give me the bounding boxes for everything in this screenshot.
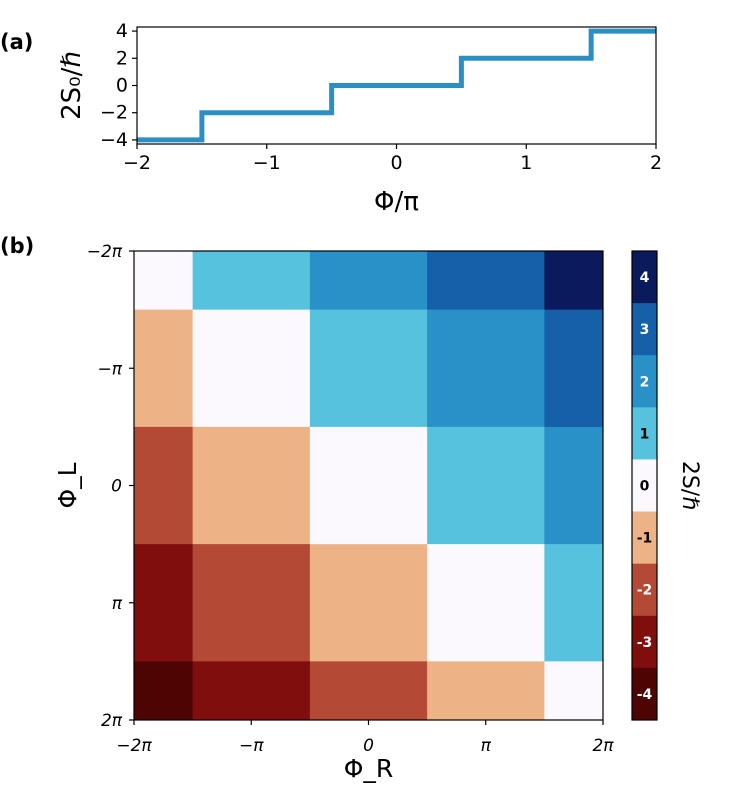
y-axis-label: Φ_L [53, 462, 82, 508]
colorbar-tick-label: -2 [637, 583, 653, 599]
panel-label-a: (a) [0, 30, 34, 54]
heatmap-cell [427, 426, 545, 545]
y-tick-label: 2π [101, 711, 123, 731]
heatmap-cell [309, 251, 428, 311]
x-tick-label: 2π [592, 736, 614, 756]
x-tick-label: 2 [650, 152, 662, 174]
x-tick-label: π [481, 736, 492, 756]
colorbar-frame [631, 250, 658, 721]
heatmap-cell [544, 661, 604, 721]
x-tick-label: 1 [520, 152, 532, 174]
colorbar-segment [632, 511, 657, 565]
colorbar-tick-label: 2 [640, 374, 650, 390]
heatmap-cell [427, 544, 545, 662]
y-tick-label: 0 [116, 75, 128, 97]
colorbar-segment [632, 407, 657, 460]
colorbar-tick-label: -1 [637, 531, 653, 547]
colorbar: 4 3 2 1 0 -1 -2 -3 -4 2S/ℏ [631, 250, 702, 721]
x-tick-label: 0 [363, 736, 374, 756]
colorbar-tick-label: 0 [640, 479, 650, 495]
heatmap-cell [309, 661, 428, 721]
heatmap-cell [192, 544, 311, 662]
panel-label-b: (b) [0, 234, 35, 258]
x-tick-label: −2π [116, 736, 152, 756]
colorbar-segment [632, 459, 657, 512]
x-axis-label: Φ_R [344, 754, 394, 783]
colorbar-segment [632, 303, 657, 356]
series-line-0 [137, 28, 656, 143]
y-tick-label: −4 [100, 129, 128, 151]
colorbar-segment [632, 667, 657, 721]
heatmap-cell [544, 251, 604, 311]
x-axis-label: Φ/π [374, 187, 419, 217]
x-tick-label: −2 [123, 152, 151, 174]
y-axis-label: 2S₀/ℏ [57, 51, 87, 120]
heatmap-cell [192, 426, 311, 545]
colorbar-segment [632, 615, 657, 669]
colorbar-tick-label: -4 [637, 687, 653, 703]
x-tick-label: −1 [253, 152, 281, 174]
y-tick-label: −π [98, 359, 123, 379]
y-tick-label: π [112, 594, 123, 614]
y-tick-label: 2 [116, 47, 128, 69]
heatmap-cell [427, 251, 545, 311]
heatmap-cell [544, 426, 604, 545]
colorbar-segment [632, 251, 657, 304]
heatmap-cell [134, 251, 194, 311]
heatmap-cell [134, 661, 194, 721]
y-tick-label: 0 [111, 477, 122, 497]
colorbar-segment [632, 355, 657, 408]
y-tick-label: 4 [116, 20, 128, 42]
heatmap-cell [309, 309, 428, 428]
colorbar-tick-label: 3 [640, 322, 650, 338]
colorbar-segment [632, 563, 657, 617]
heatmap-cell [544, 544, 604, 662]
heatmap-cell [192, 309, 311, 428]
heatmap-cell [192, 251, 311, 311]
colorbar-tick-label: 4 [640, 270, 650, 286]
x-tick-label: −π [239, 736, 264, 756]
colorbar-tick-label: 1 [640, 426, 650, 442]
heatmap-cell [134, 426, 194, 545]
x-tick-label: 0 [390, 152, 402, 174]
heatmap-cell [427, 309, 545, 428]
heatmap-cell [134, 309, 194, 428]
heatmap-cell [309, 544, 428, 662]
heatmap-cell [309, 426, 428, 545]
heatmap-cell [544, 309, 604, 428]
y-tick-label: −2 [100, 102, 128, 124]
heatmap-cell [192, 661, 311, 721]
heatmap-cell [427, 661, 545, 721]
heatmap-cell [134, 544, 194, 662]
y-tick-label: −2π [87, 242, 123, 262]
panel-b-heatmap: −2π −π 0 π 2π −2π −π 0 π 2π Φ_R Φ_L [53, 242, 614, 783]
colorbar-label: 2S/ℏ [677, 461, 702, 510]
colorbar-tick-label: -3 [637, 635, 653, 651]
